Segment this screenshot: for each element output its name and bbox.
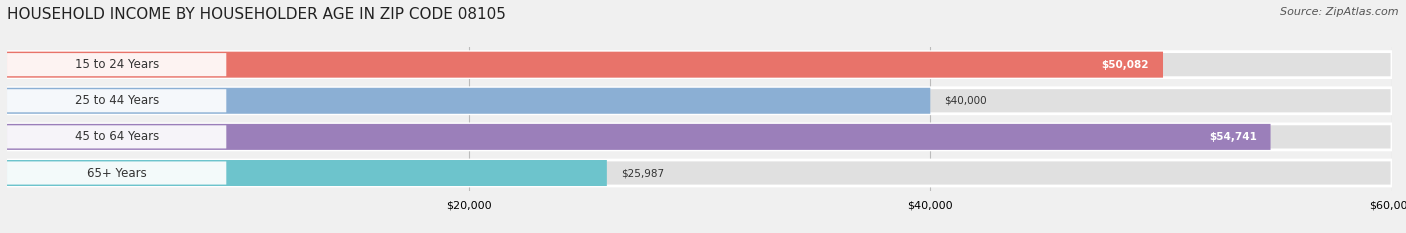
FancyBboxPatch shape [7,88,931,114]
FancyBboxPatch shape [7,52,1163,78]
FancyBboxPatch shape [7,53,226,76]
FancyBboxPatch shape [7,52,1392,78]
Text: 45 to 64 Years: 45 to 64 Years [75,130,159,143]
Text: 25 to 44 Years: 25 to 44 Years [75,94,159,107]
Text: 65+ Years: 65+ Years [87,167,146,179]
Text: 15 to 24 Years: 15 to 24 Years [75,58,159,71]
Text: $54,741: $54,741 [1209,132,1257,142]
FancyBboxPatch shape [7,160,607,186]
FancyBboxPatch shape [7,124,1392,150]
Text: $40,000: $40,000 [945,96,987,106]
FancyBboxPatch shape [7,125,226,148]
FancyBboxPatch shape [7,88,1392,114]
FancyBboxPatch shape [7,161,226,185]
Text: HOUSEHOLD INCOME BY HOUSEHOLDER AGE IN ZIP CODE 08105: HOUSEHOLD INCOME BY HOUSEHOLDER AGE IN Z… [7,7,506,22]
Text: Source: ZipAtlas.com: Source: ZipAtlas.com [1281,7,1399,17]
Text: $50,082: $50,082 [1102,60,1149,70]
FancyBboxPatch shape [7,124,1271,150]
Text: $25,987: $25,987 [620,168,664,178]
FancyBboxPatch shape [7,89,226,112]
FancyBboxPatch shape [7,160,1392,186]
